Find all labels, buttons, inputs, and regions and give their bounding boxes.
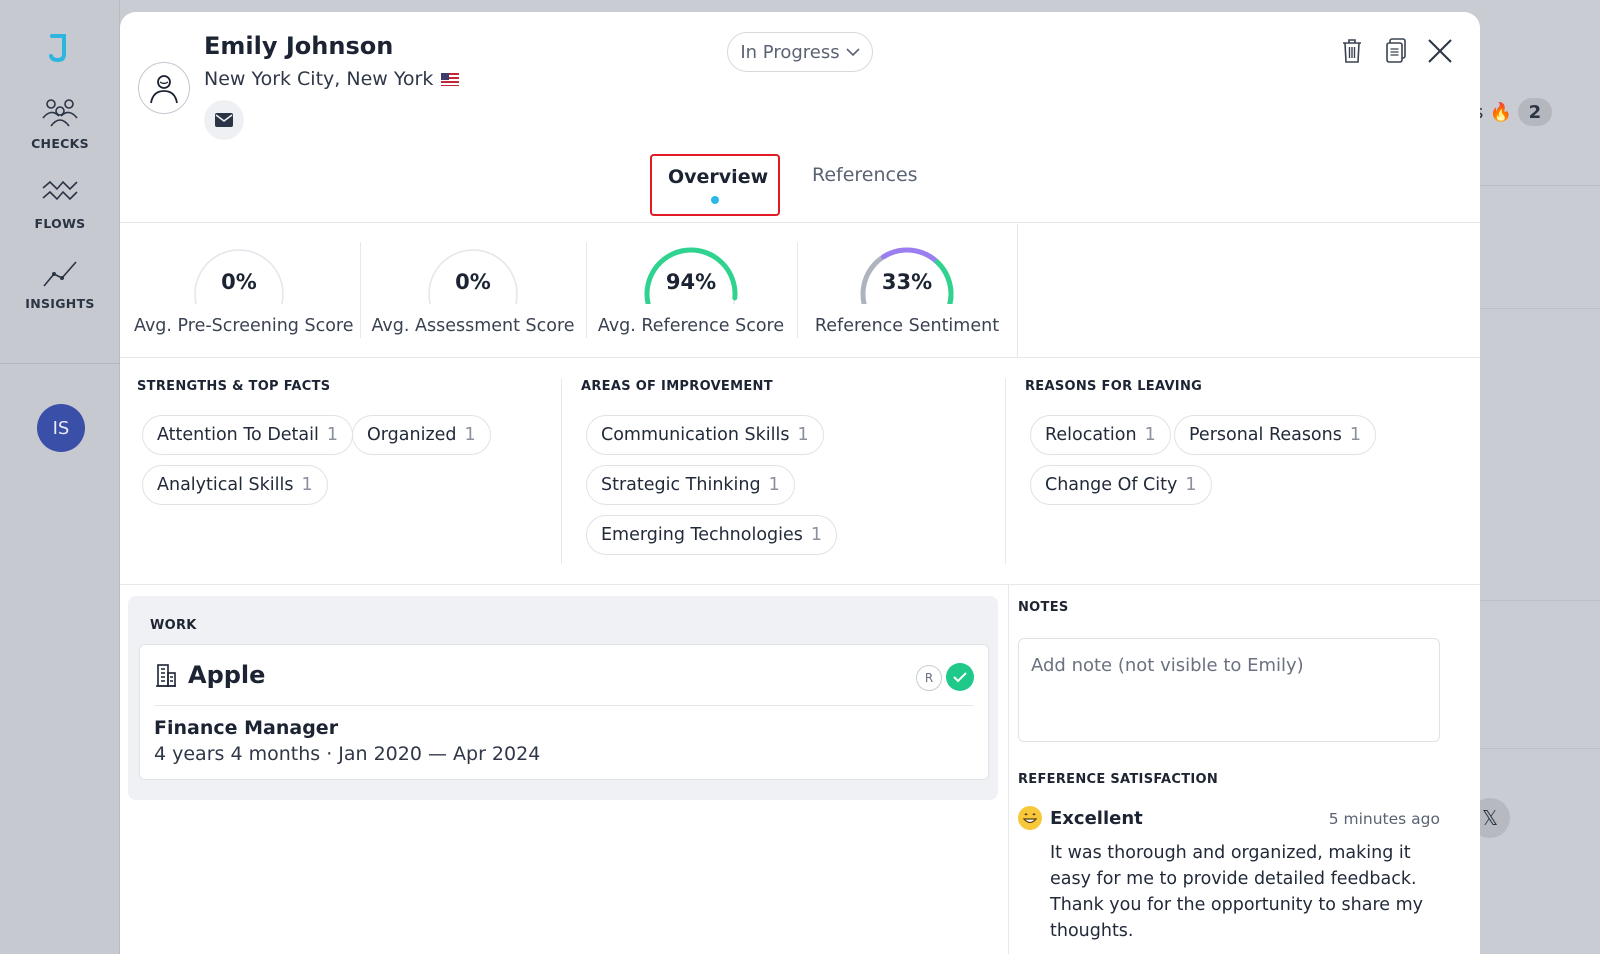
background-divider — [1460, 308, 1600, 309]
grinning-face-icon — [1018, 806, 1042, 830]
notes-input[interactable] — [1018, 638, 1440, 742]
background-panel — [1460, 0, 1600, 954]
waves-icon — [42, 180, 78, 201]
close-icon — [1428, 39, 1452, 63]
sidebar-item-flows[interactable]: FLOWS — [0, 176, 120, 231]
building-icon — [156, 664, 176, 687]
strengths-title: STRENGTHS & TOP FACTS — [137, 379, 331, 394]
background-divider — [1460, 600, 1600, 601]
tag-emerging-technologies[interactable]: Emerging Technologies 1 — [586, 515, 838, 555]
verified-check-icon — [946, 663, 974, 691]
job-duration: 4 years 4 months · Jan 2020 — Apr 2024 — [154, 743, 541, 765]
active-tab-indicator — [711, 196, 719, 204]
work-card[interactable]: Apple R Finance Manager 4 years 4 months… — [139, 644, 989, 780]
modal-actions — [1338, 36, 1454, 66]
trash-icon — [1343, 39, 1361, 63]
people-icon — [42, 99, 78, 127]
person-icon — [150, 75, 178, 104]
tag-personal-reasons[interactable]: Personal Reasons 1 — [1174, 415, 1376, 455]
satisfaction-title: REFERENCE SATISFACTION — [1018, 772, 1219, 787]
tag-attention-to-detail[interactable]: Attention To Detail 1 — [142, 415, 354, 455]
sidebar-divider — [0, 363, 120, 364]
divider — [120, 584, 1480, 585]
gauge-pre-screening — [194, 249, 284, 304]
user-avatar[interactable]: IS — [37, 404, 85, 452]
copy-button[interactable] — [1382, 36, 1410, 66]
notes-title: NOTES — [1018, 600, 1069, 615]
app-logo-icon — [49, 34, 66, 63]
trend-icon — [43, 261, 77, 287]
divider — [1017, 224, 1018, 357]
sidebar-item-insights[interactable]: INSIGHTS — [0, 256, 120, 311]
satisfaction-rating: Excellent — [1050, 808, 1143, 829]
job-role: Finance Manager — [154, 717, 339, 739]
gauge-track — [194, 249, 284, 304]
status-dropdown[interactable]: In Progress — [727, 32, 873, 72]
divider — [120, 222, 1480, 223]
divider — [154, 705, 974, 706]
fire-icon: 🔥 — [1489, 101, 1512, 123]
tag-communication-skills[interactable]: Communication Skills 1 — [586, 415, 824, 455]
sidebar: CHECKS FLOWS INSIGHTS IS — [0, 0, 120, 954]
background-count-badge: 2 — [1517, 98, 1552, 126]
gauge-fill — [644, 247, 738, 304]
divider — [586, 242, 587, 338]
candidate-modal: Emily Johnson New York City, New York In… — [120, 12, 1480, 954]
divider — [120, 357, 1480, 358]
divider — [360, 242, 361, 338]
tag-strategic-thinking[interactable]: Strategic Thinking 1 — [586, 465, 795, 505]
background-divider — [1460, 185, 1600, 186]
tag-relocation[interactable]: Relocation 1 — [1030, 415, 1171, 455]
divider — [561, 378, 562, 564]
gauge-assessment — [428, 249, 518, 304]
satisfaction-time: 5 minutes ago — [1328, 810, 1440, 828]
candidate-location: New York City, New York — [204, 68, 460, 90]
tab-bar: Overview References — [650, 154, 934, 216]
chevron-down-icon — [846, 48, 860, 57]
divider — [797, 242, 798, 338]
us-flag-icon — [441, 72, 460, 86]
gauge-track — [428, 249, 518, 304]
company-name: Apple — [154, 661, 265, 689]
gauge-fill — [934, 259, 954, 304]
improvement-title: AREAS OF IMPROVEMENT — [581, 379, 773, 394]
document-icon — [1386, 38, 1406, 63]
background-divider — [1460, 748, 1600, 749]
tag-organized[interactable]: Organized 1 — [352, 415, 491, 455]
reference-badge: R — [916, 665, 942, 691]
work-section: WORK Apple R Finance Manager 4 years 4 m… — [128, 596, 998, 800]
gauge-reference — [644, 247, 738, 304]
leaving-title: REASONS FOR LEAVING — [1025, 379, 1203, 394]
delete-button[interactable] — [1338, 36, 1366, 66]
divider — [1005, 378, 1006, 564]
close-button[interactable] — [1426, 36, 1454, 66]
gauge-sentiment — [860, 247, 954, 304]
work-title: WORK — [150, 618, 197, 633]
tag-change-of-city[interactable]: Change Of City 1 — [1030, 465, 1212, 505]
candidate-name: Emily Johnson — [204, 32, 394, 60]
tab-references[interactable]: References — [812, 164, 918, 186]
mail-icon — [215, 113, 233, 127]
sidebar-item-checks[interactable]: CHECKS — [0, 96, 120, 151]
satisfaction-comment: It was thorough and organized, making it… — [1050, 843, 1424, 941]
divider — [1008, 584, 1009, 954]
email-button[interactable] — [204, 100, 244, 140]
tag-analytical-skills[interactable]: Analytical Skills 1 — [142, 465, 328, 505]
candidate-avatar — [138, 62, 190, 114]
tab-overview[interactable]: Overview — [650, 154, 780, 216]
gauge-fill — [880, 247, 940, 265]
background-hint: ts 🔥 2 — [1467, 98, 1552, 126]
